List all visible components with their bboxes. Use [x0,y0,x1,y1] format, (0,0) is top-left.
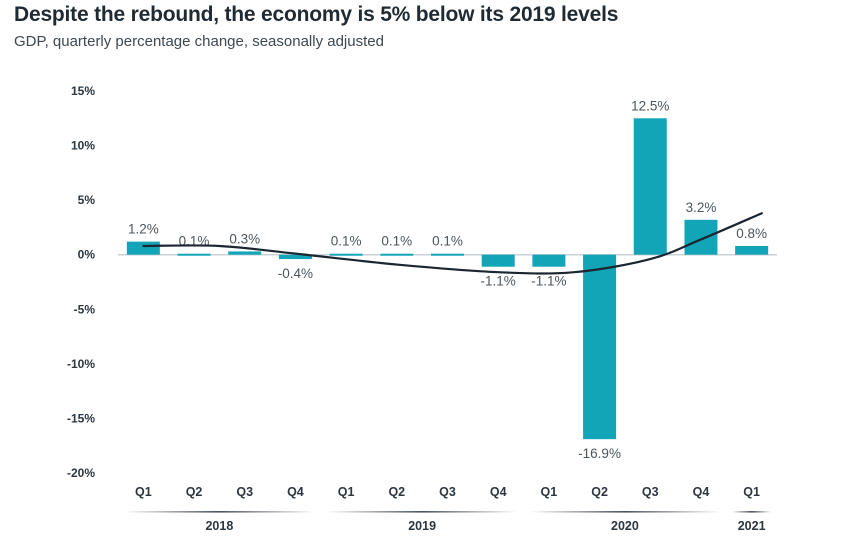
x-tick-label: Q2 [591,485,608,499]
bar [735,245,769,255]
chart-subtitle: GDP, quarterly percentage change, season… [14,33,384,50]
x-tick-label: Q1 [135,485,152,499]
y-tick-label: -5% [74,302,96,316]
chart-title: Despite the rebound, the economy is 5% b… [14,3,619,26]
year-group-line [326,511,518,513]
x-tick-label: Q1 [338,485,355,499]
bar [684,219,718,255]
x-tick-label: Q4 [693,485,710,499]
data-label: 0.1% [432,234,463,249]
year-group-line [529,511,721,513]
year-group-label: 2018 [205,519,233,533]
y-tick-label: 10% [71,139,95,153]
data-label: -1.1% [481,274,516,289]
bar [633,118,667,255]
x-tick-label: Q3 [439,485,456,499]
x-tick-label: Q3 [236,485,253,499]
x-tick-label: Q4 [490,485,507,499]
trend-line [142,212,763,275]
bars [126,118,769,440]
bar [380,253,414,256]
data-label: -16.9% [578,446,621,461]
data-label: 3.2% [686,200,717,215]
year-groups: 2018 2019 2020 2021 [124,511,771,533]
y-tick-label: -20% [67,466,95,480]
x-tick-label: Q2 [388,485,405,499]
data-label: 0.3% [229,231,260,246]
bar [177,253,211,256]
data-label: -1.1% [531,274,566,289]
x-tick-label: Q3 [642,485,659,499]
x-tick-label: Q1 [541,485,558,499]
year-group-label: 2019 [408,519,436,533]
year-group-line [124,511,315,513]
x-tick-label: Q2 [186,485,203,499]
bar [228,251,262,255]
year-group-line [732,511,771,513]
year-group-label: 2021 [738,519,766,533]
x-axis: Q1 Q2 Q3 Q4 Q1 Q2 Q3 Q4 Q1 Q2 Q3 Q4 Q1 [135,485,760,499]
data-labels: 1.2%0.1% 0.3%-0.4%0.1% 0.1% 0.1%-1.1% -1.1%-… [128,98,767,461]
data-label: 0.1% [381,234,412,249]
x-tick-label: Q4 [287,485,304,499]
data-label: 1.2% [128,222,159,237]
data-label: 0.1% [331,234,362,249]
y-tick-label: 5% [78,193,96,207]
bar [329,253,363,256]
data-label: 12.5% [631,98,669,113]
y-tick-label: 0% [78,248,96,262]
data-label: 0.8% [736,226,767,241]
y-tick-label: 15% [71,84,95,98]
y-axis: 15% 10% 5% 0% -5% -10% -15% -20% [67,84,95,480]
bar [431,253,464,256]
bar [481,254,515,267]
bar [126,241,160,255]
bar [532,254,566,267]
bar [583,254,617,440]
data-label: -0.4% [278,266,313,281]
y-tick-label: -15% [67,411,95,425]
year-group-label: 2020 [611,519,639,533]
y-tick-label: -10% [67,357,95,371]
bar [278,254,312,260]
x-tick-label: Q1 [743,485,760,499]
